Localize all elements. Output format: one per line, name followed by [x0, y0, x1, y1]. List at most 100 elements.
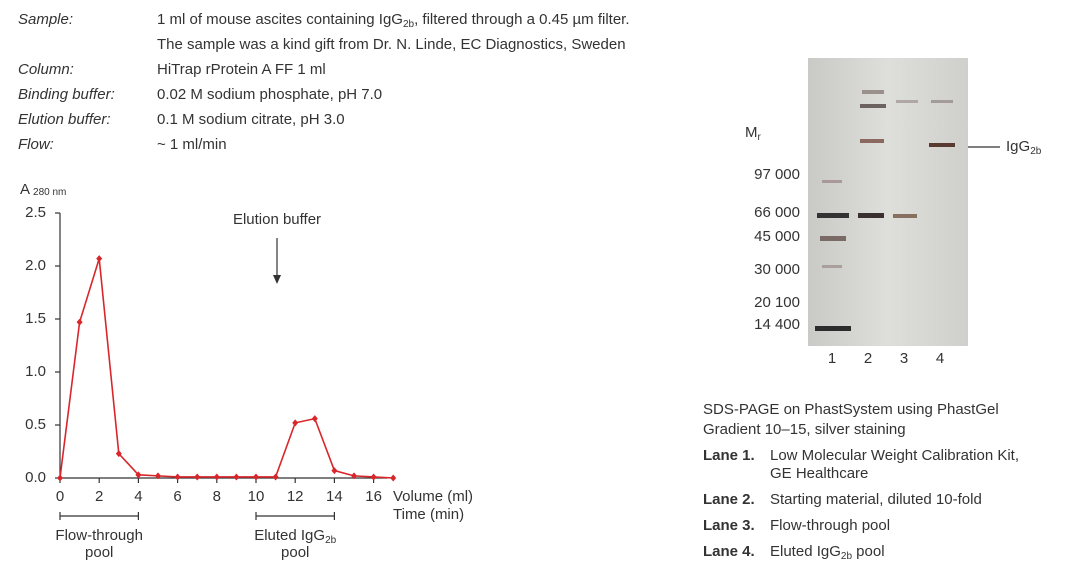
pool-label: pool: [85, 544, 113, 561]
subscript: 280 nm: [33, 187, 66, 198]
data-point: [390, 474, 397, 482]
marker-label: 97 000: [754, 166, 800, 183]
text: Eluted IgG: [770, 543, 841, 560]
x-tick-label: 2: [95, 488, 103, 505]
subscript: 2b: [325, 535, 337, 546]
data-line: [59, 258, 394, 479]
lane-number: 3: [900, 350, 908, 367]
marker-label: 66 000: [754, 204, 800, 221]
band-label: IgG2b: [1006, 138, 1042, 157]
y-tick-label: 2.0: [25, 257, 46, 274]
info-value: ~ 1 ml/min: [157, 136, 227, 153]
pool-label: Eluted IgG2b: [254, 527, 336, 546]
lane-text: Starting material, diluted 10-fold: [770, 491, 982, 508]
x-tick-label: 8: [213, 488, 221, 505]
data-point: [96, 255, 103, 263]
arrow-head: [273, 275, 281, 284]
band: [860, 139, 884, 143]
x-tick-label: 12: [287, 488, 304, 505]
x-axis-label: Time (min): [393, 506, 464, 523]
x-tick-label: 16: [365, 488, 382, 505]
lane-label: Lane 2.: [703, 491, 755, 508]
text: Starting material, diluted 10-fold: [770, 491, 982, 508]
info-rows: Column: HiTrap rProtein A FF 1 ml Binding …: [18, 61, 382, 153]
info-label: Binding buffer:: [18, 86, 115, 103]
info-value: 0.1 M sodium citrate, pH 3.0: [157, 111, 345, 128]
text: IgG: [1006, 138, 1030, 155]
info-value: 0.02 M sodium phosphate, pH 7.0: [157, 86, 382, 103]
y-tick-label: 2.5: [25, 204, 46, 221]
band: [858, 213, 884, 218]
text: pool: [852, 543, 885, 560]
x-tick-label: 10: [248, 488, 265, 505]
subscript: 2b: [841, 551, 853, 562]
text: GE Healthcare: [770, 465, 868, 482]
y-tick-label: 1.5: [25, 310, 46, 327]
y-axis-label: A 280 nm: [20, 181, 66, 198]
band: [931, 100, 953, 103]
data-point: [57, 474, 63, 482]
band: [893, 214, 917, 218]
text: Flow-through: [55, 527, 143, 544]
caption: SDS-PAGE on PhastSystem using PhastGel Gr…: [703, 401, 1019, 562]
band: [822, 180, 842, 183]
data-point: [174, 473, 181, 481]
text: Eluted IgG: [254, 527, 325, 544]
marker-label: 45 000: [754, 228, 800, 245]
band: [817, 213, 849, 218]
data-point: [213, 473, 220, 481]
lane-text: Low Molecular Weight Calibration Kit,: [770, 447, 1019, 464]
annotation: Elution buffer: [233, 211, 321, 228]
y-tick-label: 0.5: [25, 416, 46, 433]
band: [820, 236, 846, 241]
chart: A 280 nm Volume (ml) Time (min) Elution b…: [20, 181, 473, 561]
info-label: Sample:: [18, 11, 73, 28]
x-axis-label: Volume (ml): [393, 488, 473, 505]
data-point: [233, 473, 240, 481]
y-tick-label: 0.0: [25, 469, 46, 486]
data-point: [76, 318, 83, 326]
lane-text: Eluted IgG2b pool: [770, 543, 885, 562]
x-tick-label: 4: [134, 488, 142, 505]
data-point: [135, 471, 142, 479]
data-point: [272, 473, 279, 481]
x-tick-label: 6: [173, 488, 181, 505]
lane-number: 1: [828, 350, 836, 367]
info-value: The sample was a kind gift from Dr. N. L…: [157, 36, 626, 53]
gel-image: [808, 58, 968, 346]
subscript: 2b: [403, 19, 415, 30]
band: [822, 265, 842, 268]
x-tick-label: 14: [326, 488, 343, 505]
subscript: r: [758, 132, 762, 143]
lane-text: Flow-through pool: [770, 517, 890, 534]
info-label: Elution buffer:: [18, 111, 111, 128]
band: [815, 326, 851, 331]
gel-labels: 97 000 66 000 45 000 30 000 20 100 14 400 1 2 3 4: [754, 166, 944, 367]
mr-label: Mr: [745, 124, 762, 143]
caption-line: SDS-PAGE on PhastSystem using PhastGel: [703, 401, 999, 418]
lane-label: Lane 4.: [703, 543, 755, 560]
lane-number: 2: [864, 350, 872, 367]
lane-number: 4: [936, 350, 944, 367]
data-point: [292, 419, 299, 427]
pool-label: Flow-through: [55, 527, 143, 544]
data-point: [311, 415, 318, 423]
marker-label: 14 400: [754, 316, 800, 333]
data-point: [331, 467, 338, 475]
data-point: [115, 450, 122, 458]
gel: IgG2b Mr: [745, 58, 1042, 346]
info-label: Flow:: [18, 136, 54, 153]
text: 1 ml of mouse ascites containing IgG: [157, 11, 403, 28]
data-point: [370, 473, 377, 481]
text: A: [20, 181, 30, 198]
info-value: 1 ml of mouse ascites containing IgG2b, …: [157, 11, 630, 30]
data-point: [155, 472, 161, 480]
marker-label: 20 100: [754, 294, 800, 311]
lane-label: Lane 1.: [703, 447, 755, 464]
band: [929, 143, 955, 147]
band: [860, 104, 886, 108]
text: M: [745, 124, 758, 141]
y-tick-label: 1.0: [25, 363, 46, 380]
